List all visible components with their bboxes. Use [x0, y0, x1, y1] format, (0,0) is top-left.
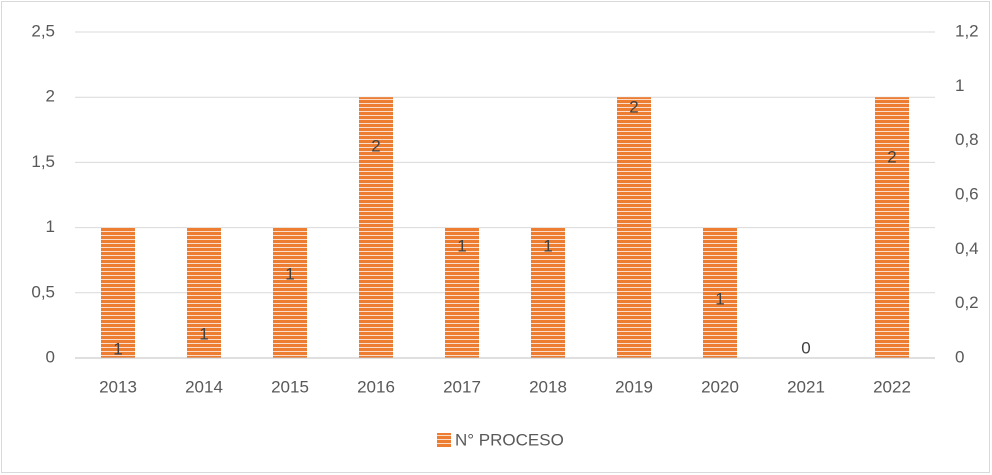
y2-tick-label: 0 [955, 347, 964, 366]
data-label: 1 [113, 339, 122, 358]
x-tick-label: 2015 [271, 377, 309, 396]
x-tick-label: 2017 [443, 377, 481, 396]
x-tick-label: 2020 [701, 377, 739, 396]
y-tick-label: 1 [46, 217, 55, 236]
y2-tick-label: 1,2 [955, 21, 979, 40]
x-tick-label: 2021 [787, 377, 825, 396]
bar [101, 227, 135, 358]
data-label: 1 [543, 236, 552, 255]
bar [531, 227, 565, 358]
data-label: 0 [801, 338, 810, 357]
data-label: 1 [285, 264, 294, 283]
y2-tick-label: 0,2 [955, 293, 979, 312]
data-label: 1 [199, 324, 208, 343]
data-label: 1 [715, 289, 724, 308]
x-tick-label: 2013 [99, 377, 137, 396]
data-label: 2 [629, 97, 638, 116]
data-label: 1 [457, 236, 466, 255]
legend-swatch [437, 433, 451, 447]
y-tick-label: 1,5 [31, 152, 55, 171]
data-label: 2 [887, 147, 896, 166]
bar [187, 227, 221, 358]
y-tick-label: 0 [46, 347, 55, 366]
x-tick-label: 2019 [615, 377, 653, 396]
bar [617, 97, 651, 358]
y2-tick-label: 1 [955, 76, 964, 95]
data-label: 2 [371, 136, 380, 155]
bar [703, 227, 737, 358]
x-tick-label: 2022 [873, 377, 911, 396]
y2-tick-label: 0,6 [955, 184, 979, 203]
y-tick-label: 0,5 [31, 282, 55, 301]
x-tick-label: 2018 [529, 377, 567, 396]
y-tick-label: 2 [46, 87, 55, 106]
x-tick-label: 2014 [185, 377, 223, 396]
bar [273, 227, 307, 358]
x-tick-label: 2016 [357, 377, 395, 396]
y-tick-label: 2,5 [31, 21, 55, 40]
y2-tick-label: 0,4 [955, 239, 979, 258]
bar [359, 97, 393, 358]
y2-tick-label: 0,8 [955, 130, 979, 149]
bar [445, 227, 479, 358]
legend-label: N° PROCESO [455, 430, 564, 449]
bar [875, 97, 909, 358]
